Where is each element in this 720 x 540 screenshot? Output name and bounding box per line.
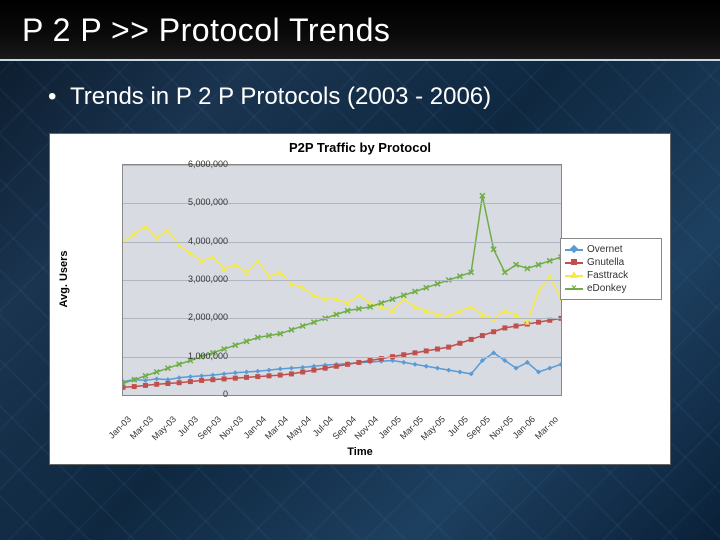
marker xyxy=(424,364,429,369)
marker xyxy=(267,373,272,378)
marker xyxy=(199,378,204,383)
marker xyxy=(547,366,552,371)
marker xyxy=(413,350,418,355)
legend-swatch xyxy=(565,275,583,277)
marker xyxy=(278,366,283,371)
marker xyxy=(559,362,562,367)
marker xyxy=(289,366,294,371)
y-tick-label: 2,000,000 xyxy=(168,312,228,322)
y-tick-label: 5,000,000 xyxy=(168,197,228,207)
marker xyxy=(469,337,474,342)
marker xyxy=(143,378,148,383)
legend-label: eDonkey xyxy=(587,283,626,294)
marker xyxy=(547,274,552,279)
marker xyxy=(345,362,350,367)
marker xyxy=(323,366,328,371)
marker xyxy=(222,376,227,381)
marker xyxy=(255,258,260,263)
y-tick-label: 0 xyxy=(168,389,228,399)
marker xyxy=(188,374,193,379)
chart-container: P2P Traffic by Protocol Avg. Users Time … xyxy=(49,133,671,465)
marker xyxy=(143,224,148,229)
chart-title: P2P Traffic by Protocol xyxy=(50,134,670,157)
legend-label: Fasttrack xyxy=(587,270,628,281)
marker xyxy=(502,270,507,275)
y-tick-label: 1,000,000 xyxy=(168,351,228,361)
marker xyxy=(177,375,182,380)
marker xyxy=(356,293,361,298)
marker xyxy=(165,228,170,233)
slide: P 2 P >> Protocol Trends Trends in P 2 P… xyxy=(0,0,720,540)
marker xyxy=(401,360,406,365)
marker xyxy=(514,324,519,329)
legend-item-overnet: Overnet xyxy=(565,243,657,256)
marker xyxy=(413,362,418,367)
marker xyxy=(311,368,316,373)
marker xyxy=(480,333,485,338)
legend: Overnet Gnutella Fasttrack × eDonkey xyxy=(560,238,662,300)
marker xyxy=(289,371,294,376)
slide-title: P 2 P >> Protocol Trends xyxy=(0,0,720,61)
marker xyxy=(188,379,193,384)
y-axis-title: Avg. Users xyxy=(58,250,70,307)
legend-item-gnutella: Gnutella xyxy=(565,256,657,269)
marker xyxy=(255,369,260,374)
marker xyxy=(222,371,227,376)
marker xyxy=(267,368,272,373)
y-tick-label: 6,000,000 xyxy=(168,159,228,169)
marker xyxy=(356,360,361,365)
marker xyxy=(491,329,496,334)
marker xyxy=(154,382,159,387)
legend-swatch: × xyxy=(565,288,583,290)
marker xyxy=(446,345,451,350)
marker xyxy=(244,370,249,375)
marker xyxy=(233,376,238,381)
legend-item-fasttrack: Fasttrack xyxy=(565,269,657,282)
marker xyxy=(368,358,373,363)
marker xyxy=(457,370,462,375)
marker xyxy=(210,373,215,378)
marker xyxy=(435,366,440,371)
marker xyxy=(424,348,429,353)
marker xyxy=(154,376,159,381)
legend-label: Overnet xyxy=(587,244,623,255)
y-tick-label: 3,000,000 xyxy=(168,274,228,284)
marker xyxy=(502,325,507,330)
marker xyxy=(199,373,204,378)
legend-swatch xyxy=(565,262,583,264)
marker xyxy=(244,375,249,380)
marker xyxy=(132,384,137,389)
legend-item-edonkey: × eDonkey xyxy=(565,282,657,295)
marker xyxy=(446,368,451,373)
marker xyxy=(300,370,305,375)
marker xyxy=(536,320,541,325)
marker xyxy=(300,365,305,370)
marker xyxy=(165,381,170,386)
marker xyxy=(334,364,339,369)
marker xyxy=(457,341,462,346)
marker xyxy=(143,383,148,388)
marker xyxy=(435,347,440,352)
marker xyxy=(177,380,182,385)
legend-swatch xyxy=(565,249,583,251)
bullet-text: Trends in P 2 P Protocols (2003 - 2006) xyxy=(0,61,720,111)
marker xyxy=(255,374,260,379)
y-tick-label: 4,000,000 xyxy=(168,236,228,246)
marker xyxy=(278,373,283,378)
marker xyxy=(233,370,238,375)
legend-label: Gnutella xyxy=(587,257,624,268)
marker xyxy=(210,377,215,382)
